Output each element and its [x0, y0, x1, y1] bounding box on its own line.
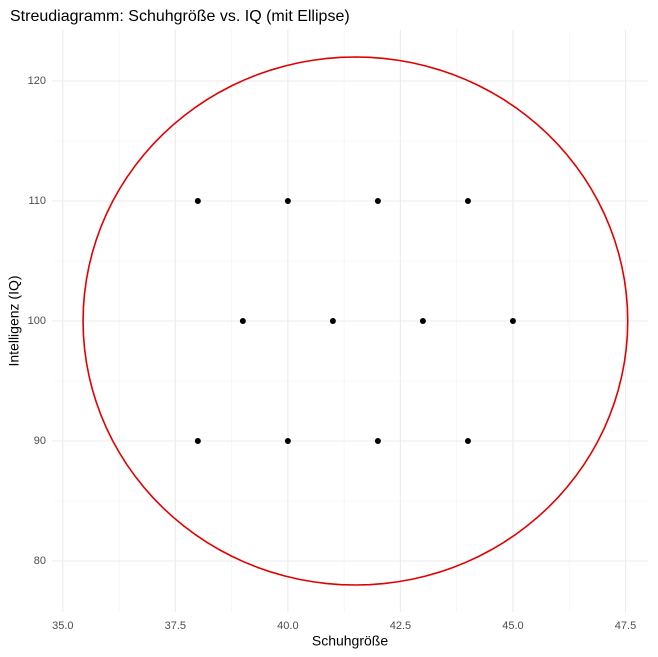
- point: [419, 318, 426, 324]
- y-tick-label: 120: [28, 75, 46, 87]
- point: [194, 438, 201, 444]
- x-axis-title: Schuhgröße: [312, 633, 388, 649]
- y-axis-title: Intelligenz (IQ): [6, 275, 22, 366]
- x-tick-label: 37.5: [165, 620, 186, 632]
- point: [284, 198, 291, 204]
- point: [329, 318, 336, 324]
- y-tick-label: 110: [28, 195, 46, 207]
- point: [239, 318, 246, 324]
- point: [464, 198, 471, 204]
- grid: [52, 30, 648, 612]
- point: [464, 438, 471, 444]
- ellipse: [82, 56, 629, 586]
- chart-title: Streudiagramm: Schuhgröße vs. IQ (mit El…: [10, 8, 350, 25]
- y-tick-label: 80: [34, 555, 46, 567]
- point: [194, 198, 201, 204]
- y-tick-label: 100: [28, 315, 46, 327]
- point: [284, 438, 291, 444]
- x-tick-label: 35.0: [52, 620, 73, 632]
- x-tick-label: 40.0: [277, 620, 298, 632]
- point: [509, 318, 516, 324]
- x-tick-label: 47.5: [615, 620, 636, 632]
- point: [374, 198, 381, 204]
- plot-area: [82, 56, 629, 586]
- y-tick-label: 90: [34, 435, 46, 447]
- x-tick-label: 45.0: [502, 620, 523, 632]
- x-tick-label: 42.5: [390, 620, 411, 632]
- point: [374, 438, 381, 444]
